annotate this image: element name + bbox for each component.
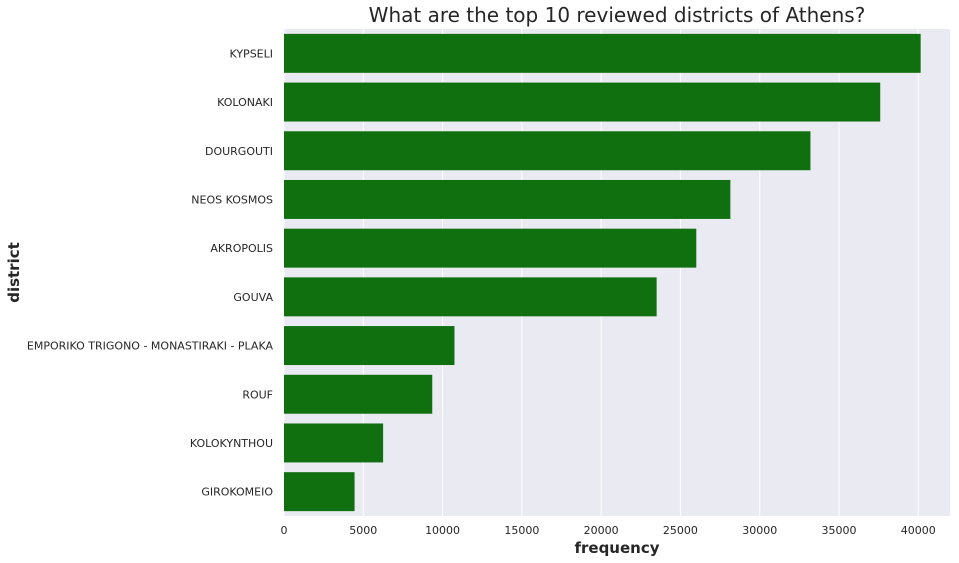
- bar: [284, 131, 811, 171]
- chart-title: What are the top 10 reviewed districts o…: [369, 3, 866, 27]
- x-tick-label: 30000: [742, 524, 777, 537]
- y-tick-label: KOLOKYNTHOU: [190, 437, 273, 450]
- bar: [284, 179, 731, 219]
- y-axis-label: district: [5, 242, 23, 303]
- bar: [284, 82, 881, 122]
- y-tick-labels: KYPSELI KOLONAKI DOURGOUTI NEOS KOSMOS AKROP…: [27, 47, 274, 498]
- bar: [284, 277, 657, 317]
- bar: [284, 423, 384, 463]
- y-tick-label: KOLONAKI: [217, 96, 273, 109]
- x-tick-label: 25000: [663, 524, 698, 537]
- x-axis-label: frequency: [574, 539, 659, 557]
- bar: [284, 472, 355, 512]
- bar: [284, 228, 697, 268]
- x-tick-label: 40000: [901, 524, 936, 537]
- y-tick-label: NEOS KOSMOS: [191, 193, 273, 206]
- x-tick-label: 0: [281, 524, 288, 537]
- bar: [284, 33, 921, 73]
- bars: [284, 33, 921, 512]
- bar: [284, 326, 455, 366]
- y-tick-label: GIROKOMEIO: [201, 486, 273, 499]
- y-tick-label: AKROPOLIS: [210, 242, 273, 255]
- x-tick-labels: 0 5000 10000 15000 20000 25000 30000 35000 40000: [281, 524, 936, 537]
- x-tick-label: 20000: [584, 524, 619, 537]
- x-tick-label: 15000: [504, 524, 539, 537]
- bar: [284, 374, 433, 414]
- x-tick-label: 5000: [349, 524, 377, 537]
- y-tick-label: DOURGOUTI: [205, 145, 273, 158]
- y-tick-label: EMPORIKO TRIGONO - MONASTIRAKI - PLAKA: [27, 340, 274, 353]
- y-tick-label: GOUVA: [233, 291, 273, 304]
- y-tick-label: ROUF: [242, 388, 273, 401]
- x-tick-label: 10000: [425, 524, 460, 537]
- y-tick-label: KYPSELI: [230, 47, 273, 60]
- x-tick-label: 35000: [822, 524, 857, 537]
